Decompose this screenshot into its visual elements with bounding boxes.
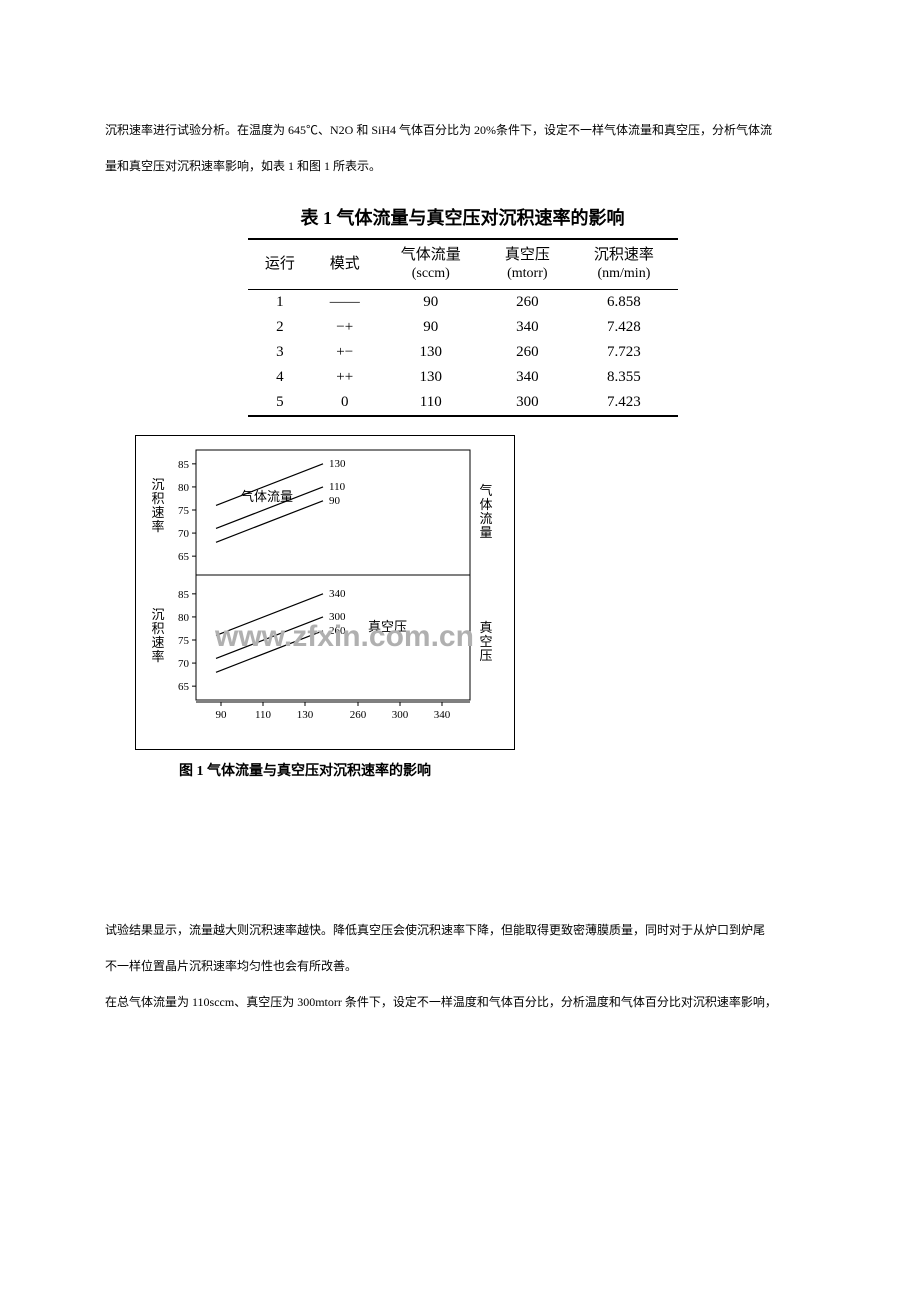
- svg-text:积: 积: [151, 621, 164, 636]
- figure-1-chart: 65707580856570758085沉积速率沉积速率气体流量真空压13011…: [135, 435, 515, 750]
- svg-text:300: 300: [329, 611, 346, 623]
- svg-text:300: 300: [392, 709, 409, 721]
- table-col-run: 运行: [248, 239, 313, 289]
- svg-text:80: 80: [178, 482, 190, 494]
- table-row: 4 ++ 130 340 8.355: [248, 365, 678, 390]
- paragraph-mid: 试验结果显示，流量越大则沉积速率越快。降低真空压会使沉积速率下降，但能取得更致密…: [105, 912, 820, 1020]
- svg-text:70: 70: [178, 528, 190, 540]
- table-caption: 表 1 气体流量与真空压对沉积速率的影响: [105, 204, 820, 230]
- figure-1-wrap: 65707580856570758085沉积速率沉积速率气体流量真空压13011…: [105, 435, 820, 780]
- table-row: 1 —— 90 260 6.858: [248, 289, 678, 315]
- document-page: 沉积速率进行试验分析。在温度为 645℃、N2O 和 SiH4 气体百分比为 2…: [0, 0, 920, 1132]
- svg-text:75: 75: [178, 635, 190, 647]
- svg-text:速: 速: [151, 635, 164, 650]
- paragraph-top-line1: 沉积速率进行试验分析。在温度为 645℃、N2O 和 SiH4 气体百分比为 2…: [105, 123, 772, 137]
- svg-text:流: 流: [479, 511, 492, 526]
- svg-text:压: 压: [479, 648, 492, 663]
- table-header-row: 运行 模式 气体流量(sccm) 真空压(mtorr) 沉积速率(nm/min): [248, 239, 678, 289]
- svg-text:量: 量: [479, 525, 492, 540]
- svg-text:340: 340: [329, 588, 346, 600]
- table-row: 3 +− 130 260 7.723: [248, 340, 678, 365]
- table-col-mode: 模式: [312, 239, 377, 289]
- svg-text:真: 真: [479, 620, 492, 635]
- paragraph-top-line2: 量和真空压对沉积速率影响，如表 1 和图 1 所表示。: [105, 159, 381, 173]
- svg-text:积: 积: [151, 491, 164, 506]
- svg-text:体: 体: [479, 497, 492, 512]
- svg-text:90: 90: [329, 495, 341, 507]
- svg-text:沉: 沉: [151, 607, 164, 622]
- svg-text:气: 气: [479, 483, 492, 498]
- svg-text:率: 率: [151, 519, 164, 534]
- svg-text:气体流量: 气体流量: [241, 489, 293, 504]
- table-1: 运行 模式 气体流量(sccm) 真空压(mtorr) 沉积速率(nm/min)…: [248, 238, 678, 417]
- svg-text:真空压: 真空压: [368, 619, 407, 634]
- svg-text:260: 260: [329, 625, 346, 637]
- svg-text:70: 70: [178, 658, 190, 670]
- chart-svg: 65707580856570758085沉积速率沉积速率气体流量真空压13011…: [140, 440, 500, 740]
- svg-text:65: 65: [178, 551, 190, 563]
- svg-text:空: 空: [479, 634, 492, 649]
- svg-text:340: 340: [434, 709, 451, 721]
- svg-text:65: 65: [178, 681, 190, 693]
- svg-text:110: 110: [255, 709, 272, 721]
- table-row: 2 −+ 90 340 7.428: [248, 315, 678, 340]
- table-col-pressure: 真空压(mtorr): [484, 239, 570, 289]
- svg-text:80: 80: [178, 612, 190, 624]
- svg-text:85: 85: [178, 589, 190, 601]
- svg-text:率: 率: [151, 649, 164, 664]
- svg-text:85: 85: [178, 459, 190, 471]
- svg-text:130: 130: [297, 709, 314, 721]
- svg-text:110: 110: [329, 481, 346, 493]
- figure-caption: 图 1 气体流量与真空压对沉积速率的影响: [105, 760, 505, 780]
- svg-text:75: 75: [178, 505, 190, 517]
- table-col-flow: 气体流量(sccm): [377, 239, 484, 289]
- svg-text:90: 90: [216, 709, 228, 721]
- svg-text:260: 260: [350, 709, 367, 721]
- paragraph-mid-line3: 在总气体流量为 110sccm、真空压为 300mtorr 条件下，设定不一样温…: [105, 995, 777, 1009]
- paragraph-mid-line2: 不一样位置晶片沉积速率均匀性也会有所改善。: [105, 959, 357, 973]
- table-row: 5 0 110 300 7.423: [248, 390, 678, 416]
- table-body: 1 —— 90 260 6.858 2 −+ 90 340 7.428 3 +−…: [248, 289, 678, 416]
- svg-text:沉: 沉: [151, 477, 164, 492]
- svg-text:130: 130: [329, 458, 346, 470]
- paragraph-top: 沉积速率进行试验分析。在温度为 645℃、N2O 和 SiH4 气体百分比为 2…: [105, 112, 820, 184]
- svg-text:速: 速: [151, 505, 164, 520]
- paragraph-mid-line1: 试验结果显示，流量越大则沉积速率越快。降低真空压会使沉积速率下降，但能取得更致密…: [105, 923, 765, 937]
- table-col-rate: 沉积速率(nm/min): [570, 239, 677, 289]
